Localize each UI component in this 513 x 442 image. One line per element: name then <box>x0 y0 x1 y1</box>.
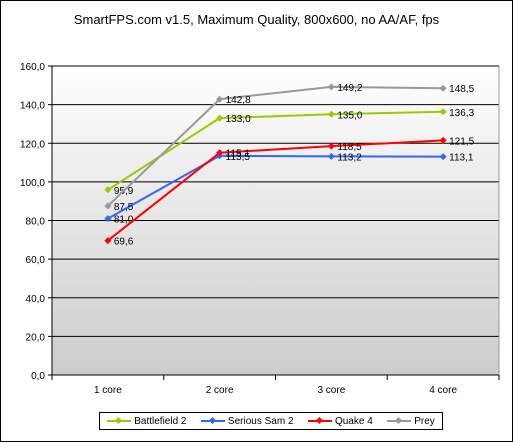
series-line <box>107 154 444 220</box>
legend-label: Prey <box>414 415 435 427</box>
data-point <box>439 108 447 116</box>
data-label: 135,0 <box>337 110 362 121</box>
y-tick-label: 80,0 <box>26 217 46 228</box>
legend-swatch <box>200 416 225 425</box>
y-tick-label: 20,0 <box>26 332 46 343</box>
data-point <box>327 83 335 91</box>
data-point <box>327 152 335 160</box>
data-label: 87,5 <box>114 202 134 213</box>
legend-swatch <box>107 416 132 425</box>
data-label: 148,5 <box>449 84 474 95</box>
x-tick-label: 1 core <box>94 385 122 396</box>
data-label: 149,2 <box>337 83 362 94</box>
data-label: 142,8 <box>226 95 251 106</box>
data-label: 81,0 <box>114 215 134 226</box>
data-label: 113,5 <box>226 152 251 163</box>
data-label: 133,0 <box>226 114 251 125</box>
y-tick-label: 60,0 <box>26 255 46 266</box>
data-label: 115,1 <box>226 149 251 160</box>
data-point <box>439 153 447 161</box>
legend-label: Quake 4 <box>334 415 373 427</box>
data-point <box>327 142 335 150</box>
series-line <box>107 85 444 207</box>
data-point <box>216 149 224 157</box>
y-tick-label: 160,0 <box>20 62 45 73</box>
y-tick-label: 0,0 <box>31 371 45 382</box>
legend-item: Battlefield 2 <box>107 416 186 427</box>
legend-label: Battlefield 2 <box>134 415 187 427</box>
data-point <box>104 202 112 210</box>
data-point <box>104 186 112 194</box>
legend-item: Quake 4 <box>307 415 373 427</box>
chart-title: SmartFPS.com v1.5, Maximum Quality, 800x… <box>73 12 440 27</box>
data-label: 136,3 <box>449 108 474 119</box>
x-tick-label: 3 core <box>317 385 345 396</box>
data-point <box>104 215 112 223</box>
data-label: 113,1 <box>449 153 474 164</box>
data-point <box>439 136 447 144</box>
y-tick-label: 120,0 <box>20 139 45 150</box>
legend-swatch <box>307 416 332 425</box>
data-label: 69,6 <box>114 237 134 248</box>
y-tick-label: 140,0 <box>20 101 45 112</box>
x-tick-label: 4 core <box>429 385 457 396</box>
data-point <box>327 110 335 118</box>
data-label: 113,2 <box>337 152 362 163</box>
legend-item: Serious Sam 2 <box>200 415 294 427</box>
y-tick-label: 40,0 <box>26 294 46 305</box>
series-line <box>107 139 444 242</box>
legend: Battlefield 2 Serious Sam 2 Quake 4 Prey <box>99 412 443 430</box>
legend-swatch <box>387 416 412 425</box>
data-point <box>216 114 224 122</box>
legend-item: Prey <box>387 416 435 427</box>
legend-label: Serious Sam 2 <box>227 415 294 427</box>
x-tick-label: 2 core <box>206 385 234 396</box>
data-point <box>216 95 224 103</box>
y-tick-label: 100,0 <box>20 178 45 189</box>
data-label: 121,5 <box>449 136 474 147</box>
data-point <box>104 237 112 245</box>
data-point <box>439 84 447 92</box>
data-label: 118,5 <box>337 142 362 153</box>
